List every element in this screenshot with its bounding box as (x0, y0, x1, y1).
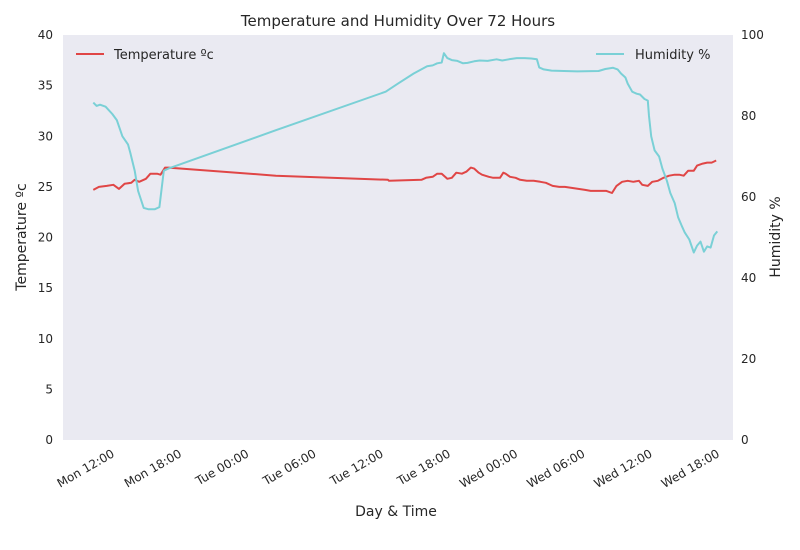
y-tick-label-left: 15 (38, 281, 53, 295)
x-axis-label: Day & Time (355, 504, 437, 520)
y-axis-label-left: Temperature ºc (14, 183, 30, 291)
y-tick-label-left: 40 (38, 28, 53, 42)
y-tick-label-left: 30 (38, 129, 53, 143)
x-tick-label: Tue 00:00 (192, 446, 251, 488)
y-ticks-left: 0 5 10 15 20 25 30 35 40 (38, 28, 53, 447)
y-axis-label-right: Humidity % (768, 196, 784, 277)
plot-background (63, 35, 733, 440)
temperature-line (92, 159, 717, 194)
series-layer (92, 52, 719, 254)
x-tick-label: Wed 18:00 (659, 446, 722, 490)
x-tick-label: Tue 18:00 (394, 446, 453, 488)
y-tick-label-right: 100 (741, 28, 764, 42)
x-tick-label: Wed 06:00 (524, 446, 587, 490)
legend-humidity-label: Humidity % (635, 48, 710, 63)
chart-title: Temperature and Humidity Over 72 Hours (240, 12, 555, 30)
x-ticks: Mon 12:00 Mon 18:00 Tue 00:00 Tue 06:00 Tue … (55, 446, 722, 490)
legend-humidity: Humidity % (596, 48, 710, 63)
y-tick-label-left: 20 (38, 231, 53, 245)
y-tick-label-left: 25 (38, 180, 53, 194)
humidity-line (92, 52, 719, 254)
x-tick-label: Mon 18:00 (122, 446, 184, 490)
x-tick-label: Tue 12:00 (327, 446, 386, 488)
legend-temperature: Temperature ºc (76, 48, 214, 63)
y-tick-label-right: 80 (741, 109, 756, 123)
x-tick-label: Tue 06:00 (260, 446, 319, 488)
y-tick-label-right: 60 (741, 190, 756, 204)
y-tick-label-left: 0 (45, 433, 53, 447)
y-tick-label-right: 0 (741, 433, 749, 447)
legend-temperature-label: Temperature ºc (113, 48, 214, 63)
y-tick-label-left: 5 (45, 382, 53, 396)
x-tick-label: Mon 12:00 (55, 446, 117, 490)
x-tick-label: Wed 12:00 (592, 446, 655, 490)
y-tick-label-left: 35 (38, 79, 53, 93)
y-tick-label-left: 10 (38, 332, 53, 346)
y-tick-label-right: 20 (741, 352, 756, 366)
y-ticks-right: 0 20 40 60 80 100 (741, 28, 764, 447)
y-tick-label-right: 40 (741, 271, 756, 285)
x-tick-label: Wed 00:00 (457, 446, 520, 490)
